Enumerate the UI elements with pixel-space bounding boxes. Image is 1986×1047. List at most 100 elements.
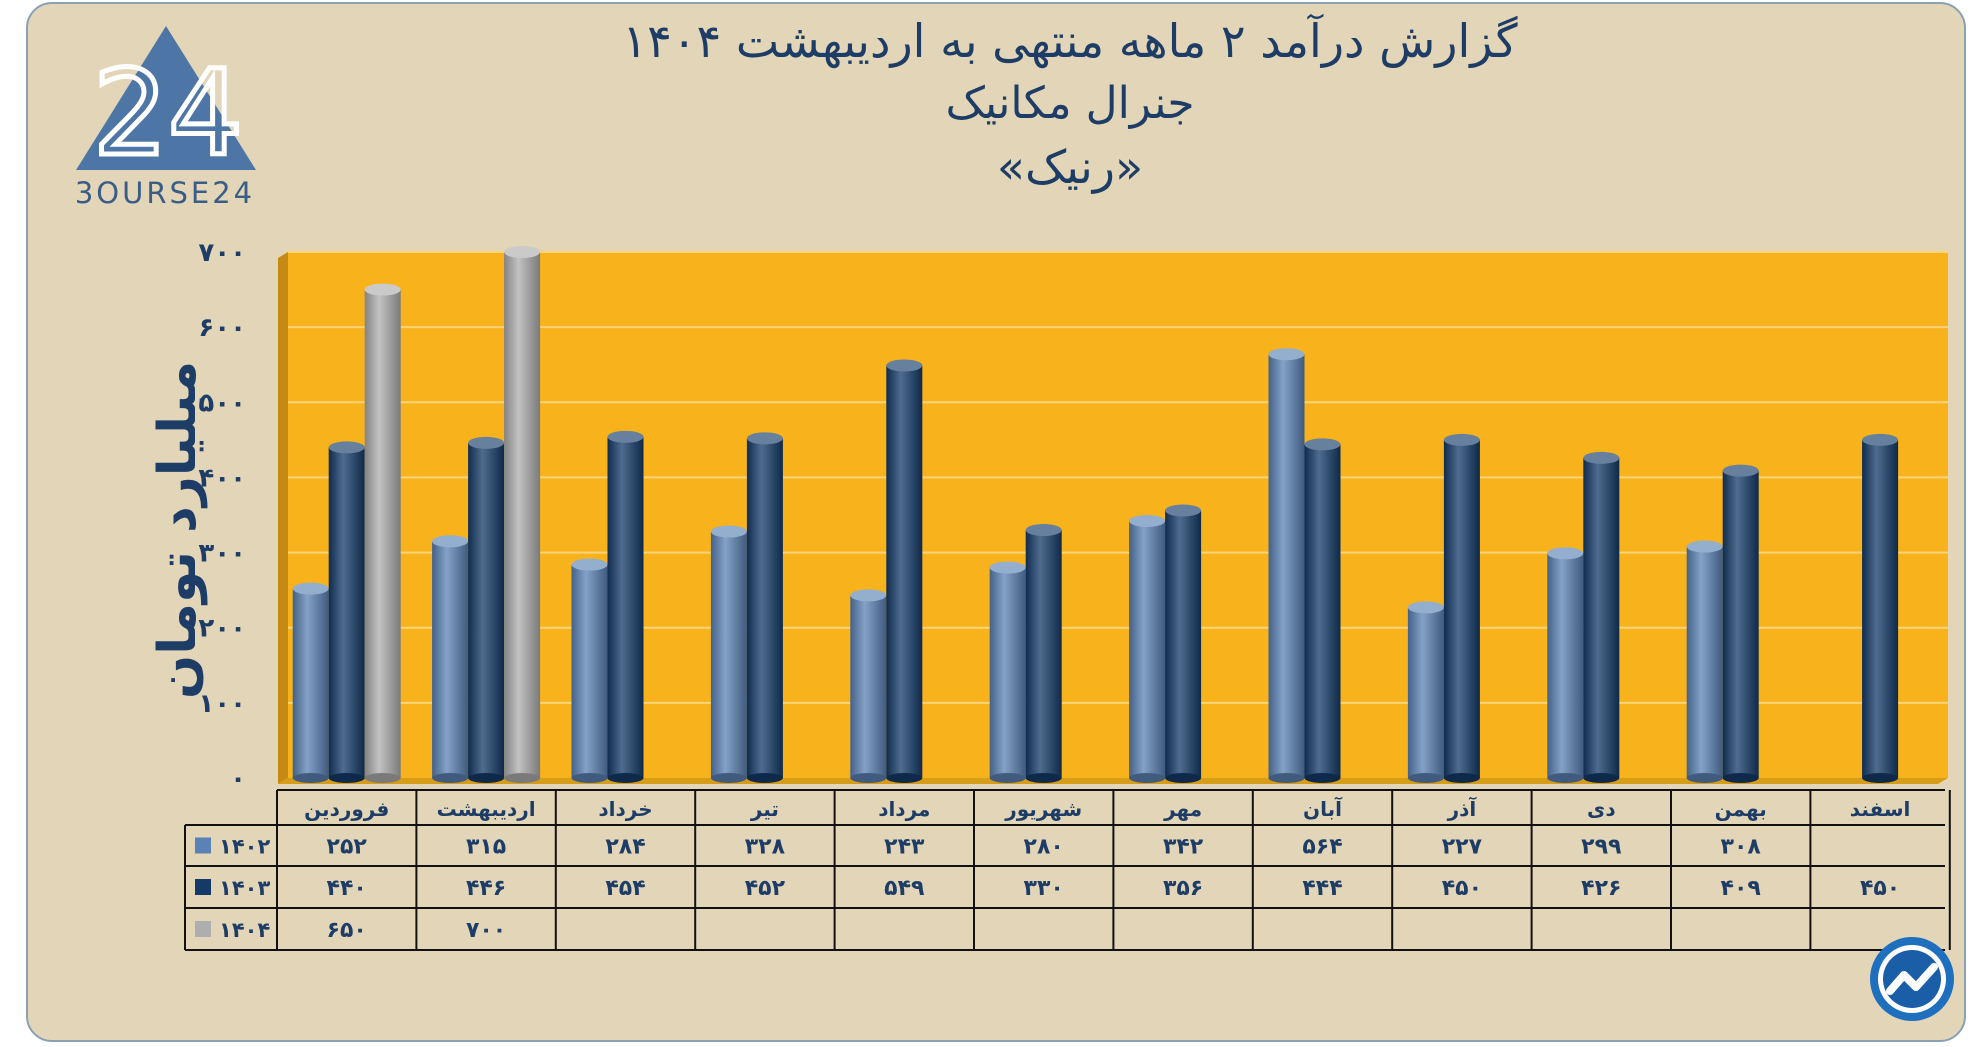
bar-base [1686,773,1723,783]
bar [1583,457,1620,778]
y-tick-label: ۲۰۰ [198,614,246,644]
x-tick-label: شهریور [1004,797,1082,821]
bar-base [432,773,469,783]
data-label: ۶۵۰ [327,918,367,943]
y-tick-label: ۰ [230,764,246,794]
bar-cap [504,246,541,258]
bar [1025,530,1062,778]
y-tick-label: ۶۰۰ [198,313,246,343]
data-label: ۴۴۶ [466,876,506,901]
bar-base [850,773,887,783]
plot-area [288,252,1948,778]
bar [328,447,365,778]
legend-label: ۱۴۰۳ [219,876,270,900]
data-label: ۵۴۹ [884,876,924,901]
bar [1304,444,1341,778]
x-tick-label: مهر [1163,797,1202,821]
bar [571,564,608,778]
bar-cap [468,436,505,449]
bar [607,436,644,778]
plot-floor [278,778,1948,784]
x-tick-label: تیر [750,797,779,821]
bar-cap [1443,433,1480,446]
bar [1129,521,1166,778]
bar-cap [1583,451,1620,464]
bar [1407,607,1444,778]
bar-base [1443,773,1480,783]
data-label: ۲۸۰ [1024,835,1064,860]
bar [504,252,541,778]
bar [1547,553,1584,778]
bar-cap [710,525,747,538]
data-label: ۳۲۸ [745,835,786,860]
bar-cap [1407,601,1444,614]
bar-cap [1862,433,1899,446]
bar-base [1025,773,1062,783]
bar-base [1268,773,1305,783]
logo-wordmark: 3OURSE24 [74,176,256,210]
bar-cap [364,283,401,296]
bar-base [364,773,401,783]
bar [886,365,923,778]
trend-arrow-icon [1870,937,1954,1021]
bar [292,588,329,778]
bar [364,289,401,778]
legend-swatch [195,837,211,854]
bar-cap [886,359,923,372]
bar-cap [1686,540,1723,553]
bar-base [571,773,608,783]
bar-base [1722,773,1759,783]
chart-subtitle-ticker: «رنیک» [996,140,1144,194]
legend-label: ۱۴۰۲ [219,835,270,859]
x-tick-label: اسفند [1850,797,1911,821]
bar [850,595,887,778]
bar-base [607,773,644,783]
bar-cap [1129,515,1166,528]
bar [432,541,469,778]
x-tick-label: فروردین [304,797,389,821]
bar-cap [989,561,1026,574]
bar-base [746,773,783,783]
bar-base [504,773,541,783]
bar [468,442,505,778]
data-label: ۳۵۶ [1163,876,1203,901]
x-tick-label: مرداد [878,797,930,821]
chart-title: گزارش درآمد ۲ ماهه منتهی به اردیبهشت ۱۴۰… [622,14,1518,68]
bar-base [1862,773,1899,783]
chart-subtitle-company: جنرال مکانیک [945,78,1195,129]
bar-base [1583,773,1620,783]
bar-base [1165,773,1202,783]
bar-cap [571,558,608,571]
data-label: ۳۱۵ [466,835,506,860]
bar-base [989,773,1026,783]
bar [1722,470,1759,778]
data-label: ۴۵۰ [1860,876,1900,901]
y-tick-label: ۱۰۰ [198,689,246,719]
x-tick-label: اردیبهشت [437,797,536,821]
bar-cap [328,441,365,454]
x-tick-label: بهمن [1715,797,1767,821]
data-label: ۴۴۰ [327,876,367,901]
logo-glyph: 24 [93,44,243,182]
bar [1443,439,1480,778]
y-tick-label: ۵۰۰ [198,388,246,418]
bar-base [886,773,923,783]
data-label: ۴۰۹ [1721,876,1761,901]
data-label: ۴۲۶ [1581,876,1621,901]
x-tick-label: آبان [1303,796,1343,821]
data-label: ۴۴۴ [1302,876,1342,901]
y-tick-label: ۴۰۰ [198,463,246,493]
bar [1268,354,1305,778]
bar-base [328,773,365,783]
data-label: ۴۵۲ [745,876,786,901]
bar [1686,546,1723,778]
data-label: ۷۰۰ [466,918,506,943]
data-label: ۳۴۲ [1163,835,1204,860]
bar-cap [1165,504,1202,517]
bar-base [710,773,747,783]
data-label: ۲۵۲ [327,835,368,860]
bar-cap [1547,547,1584,560]
bar [1862,439,1899,778]
bar-cap [432,535,469,548]
